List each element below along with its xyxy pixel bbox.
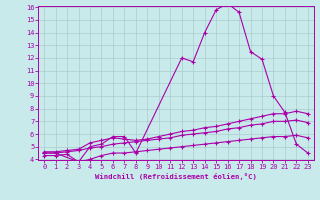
X-axis label: Windchill (Refroidissement éolien,°C): Windchill (Refroidissement éolien,°C) — [95, 173, 257, 180]
